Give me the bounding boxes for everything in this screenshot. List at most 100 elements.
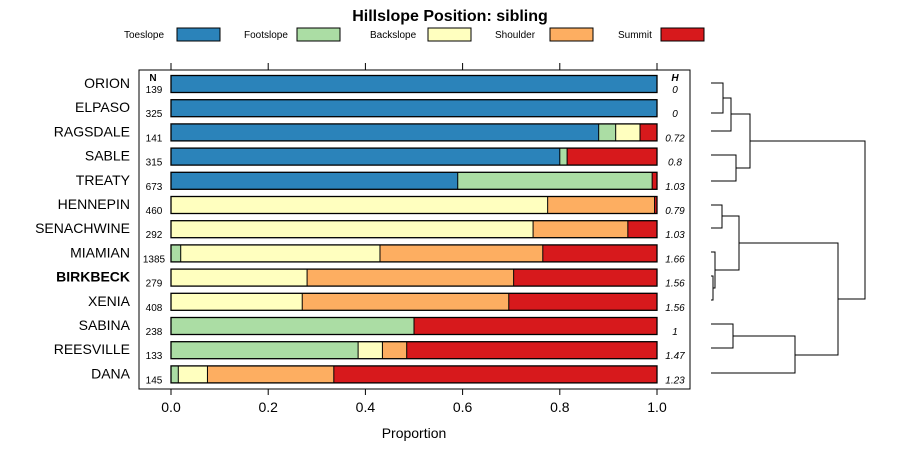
bar-outline-orion	[170, 74, 658, 94]
bar-segment-sabina-footslope	[171, 317, 414, 335]
x-tick-label-0-8: 0.8	[550, 399, 570, 415]
bar-segment-reesville-summit	[406, 341, 657, 359]
n-value-sable: 315	[146, 158, 163, 169]
bar-outline-sable	[170, 147, 658, 166]
bar-segment-senachwine-summit	[627, 220, 657, 238]
bar-row-sable: SABLE 315 0.8	[85, 147, 682, 169]
row-label-orion: ORION	[84, 75, 130, 91]
legend-label-backslope: Backslope	[370, 30, 417, 41]
row-label-elpaso: ELPASO	[75, 99, 130, 115]
bar-outline-miamian	[170, 244, 658, 263]
bar-segment-sable-summit	[567, 148, 657, 166]
bar-outline-treaty	[170, 171, 658, 190]
row-label-reesville: REESVILLE	[54, 341, 130, 357]
n-header: N	[149, 73, 156, 84]
bar-segment-reesville-backslope	[358, 341, 383, 359]
dendrogram-branch	[711, 82, 724, 114]
legend-swatch-shoulder	[549, 27, 594, 42]
h-value-sabina: 1	[672, 327, 678, 338]
h-header: H	[671, 73, 679, 84]
dendrogram-branch	[711, 204, 723, 229]
dendrogram-branch	[731, 113, 751, 169]
dendrogram-branch	[750, 140, 866, 300]
n-value-hennepin: 460	[146, 206, 163, 217]
bar-row-orion: ORION 139 0	[84, 74, 678, 96]
h-value-orion: 0	[672, 85, 678, 96]
n-value-reesville: 133	[146, 351, 163, 362]
bar-outline-hennepin	[170, 195, 658, 215]
bar-outline-senachwine	[170, 220, 658, 239]
dendrogram-branch	[711, 335, 796, 374]
row-label-ragsdale: RAGSDALE	[54, 123, 130, 139]
top-axis-ticks	[170, 63, 658, 70]
bar-segment-dana-backslope	[178, 365, 208, 383]
bar-segment-hennepin-backslope	[171, 196, 548, 214]
x-tick-label-0-6: 0.6	[453, 399, 473, 415]
bar-row-xenia: XENIA 408 1.56	[88, 292, 685, 314]
legend-swatch-summit	[660, 27, 705, 42]
bar-rows: ORION 139 0 ELPASO 325 0 RAGSDALE 141 0.72 SABLE 3…	[35, 74, 685, 386]
bar-segment-miamian-summit	[542, 244, 657, 262]
bar-segment-birkbeck-summit	[513, 269, 657, 287]
row-label-birkbeck: BIRKBECK	[56, 269, 130, 285]
chart-title: Hillslope Position: sibling	[352, 8, 548, 25]
h-value-xenia: 1.56	[665, 303, 685, 314]
legend-label-toeslope: Toeslope	[124, 30, 164, 41]
bar-segment-dana-footslope	[171, 365, 179, 383]
n-value-sabina: 238	[146, 327, 163, 338]
row-label-xenia: XENIA	[88, 293, 131, 309]
bar-row-senachwine: SENACHWINE 292 1.03	[35, 220, 685, 241]
bar-segment-xenia-shoulder	[302, 293, 509, 311]
legend-label-footslope: Footslope	[244, 30, 288, 41]
bar-row-birkbeck: BIRKBECK 279 1.56	[56, 268, 685, 290]
bar-segment-orion-toeslope	[171, 75, 657, 93]
row-label-senachwine: SENACHWINE	[35, 220, 130, 236]
x-tick-label-1-0: 1.0	[647, 399, 667, 415]
bar-row-elpaso: ELPASO 325 0	[75, 99, 678, 120]
row-label-dana: DANA	[91, 365, 131, 381]
dendrogram-branch	[711, 275, 714, 301]
bar-segment-miamian-shoulder	[379, 244, 543, 262]
n-value-senachwine: 292	[146, 230, 163, 241]
bar-row-dana: DANA 145 1.23	[91, 365, 685, 386]
plot-panel	[138, 69, 691, 390]
row-label-hennepin: HENNEPIN	[58, 196, 130, 212]
h-value-sable: 0.8	[668, 158, 682, 169]
dendrogram-branch	[715, 215, 740, 271]
legend-swatch-backslope	[427, 27, 472, 42]
h-value-ragsdale: 0.72	[665, 133, 685, 144]
bar-segment-reesville-shoulder	[382, 341, 407, 359]
dendrogram-branch	[711, 154, 737, 182]
bar-segment-senachwine-shoulder	[533, 220, 628, 238]
h-value-birkbeck: 1.56	[665, 279, 685, 290]
h-value-elpaso: 0	[672, 109, 678, 120]
dendrogram-branch	[711, 323, 734, 349]
bar-segment-ragsdale-toeslope	[171, 123, 599, 141]
bar-outline-xenia	[170, 292, 658, 311]
h-value-treaty: 1.03	[665, 182, 685, 193]
bar-outline-elpaso	[170, 99, 658, 118]
x-axis-label: Proportion	[382, 425, 447, 441]
bar-segment-reesville-footslope	[171, 341, 359, 359]
bar-segment-sable-footslope	[559, 148, 568, 166]
bar-outline-sabina	[170, 316, 658, 336]
legend: Toeslope Footslope Backslope Shoulder Summit	[124, 27, 705, 42]
x-tick-label-0-4: 0.4	[356, 399, 376, 415]
bar-segment-xenia-backslope	[171, 293, 303, 311]
bar-segment-sable-toeslope	[171, 148, 560, 166]
bar-segment-treaty-toeslope	[171, 172, 458, 190]
bar-row-ragsdale: RAGSDALE 141 0.72	[54, 123, 685, 144]
n-value-dana: 145	[146, 375, 163, 386]
x-tick-label-0-0: 0.0	[161, 399, 181, 415]
bar-segment-hennepin-shoulder	[547, 196, 655, 214]
bar-segment-treaty-footslope	[457, 172, 653, 190]
bar-segment-xenia-summit	[508, 293, 657, 311]
bar-row-treaty: TREATY 673 1.03	[76, 171, 685, 193]
bar-outline-dana	[170, 365, 658, 384]
n-value-elpaso: 325	[146, 109, 163, 120]
bar-row-sabina: SABINA 238 1	[79, 316, 678, 338]
h-value-reesville: 1.47	[665, 351, 685, 362]
h-value-miamian: 1.66	[665, 254, 685, 265]
x-tick-label-0-2: 0.2	[258, 399, 278, 415]
